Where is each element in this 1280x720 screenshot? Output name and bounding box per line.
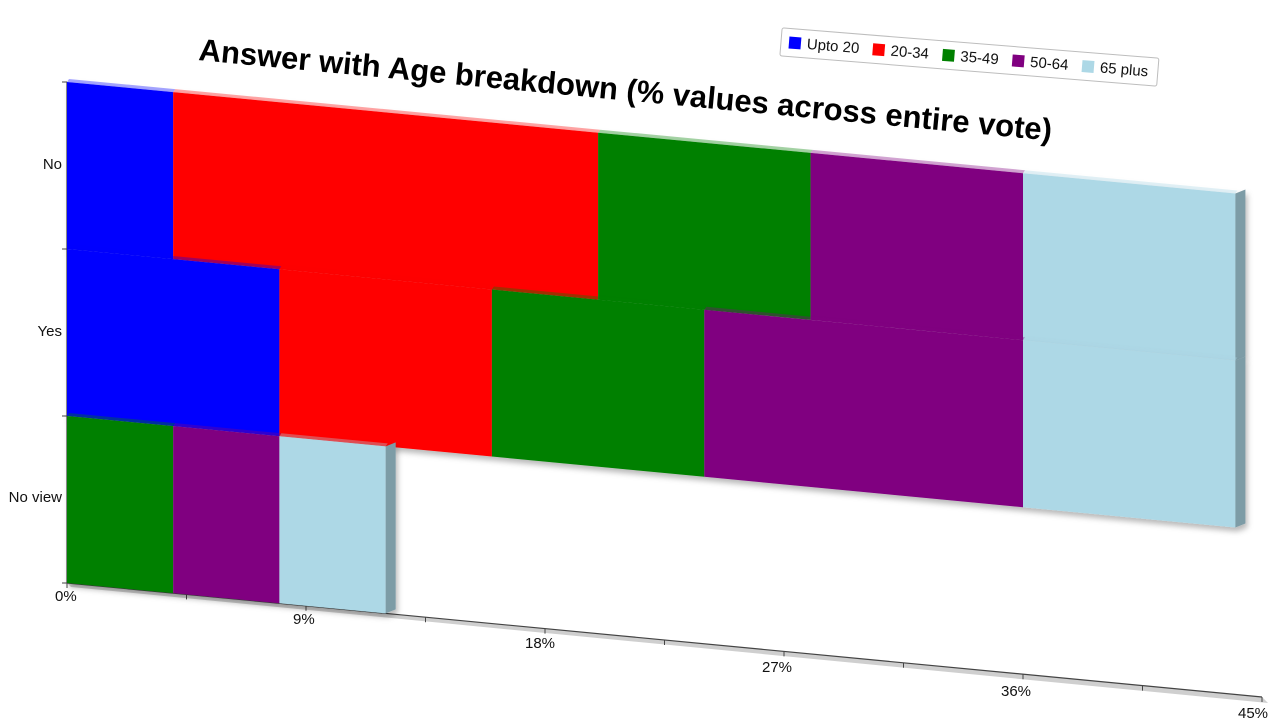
legend-swatch xyxy=(942,48,955,62)
x-axis-ticks xyxy=(66,583,1263,702)
bar-segment xyxy=(279,269,492,457)
bar-segment-top xyxy=(704,306,1025,341)
bar-segment-top xyxy=(1023,337,1238,361)
bar-segment-top xyxy=(173,89,601,133)
x-axis-tick-labels: 0% 9% 18% 27% 36% 45% xyxy=(55,588,1268,720)
bar-segment xyxy=(598,132,811,320)
bar-segment-top xyxy=(810,149,1025,174)
x-tick-label: 9% xyxy=(293,611,315,628)
legend-swatch xyxy=(872,43,886,57)
category-labels: No Yes No view xyxy=(9,156,63,506)
bar-segment-top xyxy=(173,423,282,437)
bar-segment xyxy=(173,426,280,604)
bar-segment-top xyxy=(67,413,176,427)
legend-swatch xyxy=(1081,60,1095,74)
bar-group xyxy=(67,413,396,614)
x-tick-label: 27% xyxy=(762,659,792,676)
bar-segment xyxy=(67,249,280,437)
bar-group xyxy=(67,79,1246,361)
bar-segment-top xyxy=(67,79,176,93)
bar-end-face xyxy=(1235,189,1246,361)
bar-segment-top xyxy=(67,246,282,270)
x-tick-label: 18% xyxy=(525,635,555,652)
x-tick-label: 45% xyxy=(1238,705,1268,720)
bar-segment xyxy=(810,152,1023,341)
bars-layer xyxy=(67,79,1246,614)
bar-end-face xyxy=(1235,356,1246,528)
legend-swatch xyxy=(1011,54,1025,68)
bar-segment-top xyxy=(598,129,813,153)
bar-segment xyxy=(491,289,705,477)
bar-segment-top xyxy=(279,266,494,290)
bar-end-face xyxy=(385,442,396,614)
category-label-no-view: No view xyxy=(9,489,63,506)
bar-segment-top xyxy=(1023,170,1238,194)
x-tick-label: 0% xyxy=(55,588,77,605)
legend-label: 35-49 xyxy=(960,48,1000,68)
bar-segment xyxy=(67,416,174,594)
legend-swatch xyxy=(788,36,802,50)
bar-segment xyxy=(704,309,1023,508)
bar-segment-top xyxy=(279,433,388,447)
y-axis-ticks xyxy=(62,81,67,584)
legend-label: Upto 20 xyxy=(806,36,860,57)
bar-segment xyxy=(1023,173,1236,361)
bar-segment-top xyxy=(491,286,707,310)
category-label-no: No xyxy=(43,156,62,173)
legend: Upto 20 20-34 35-49 50-64 65 plus xyxy=(779,27,1160,87)
legend-box xyxy=(779,27,1160,87)
bar-segment xyxy=(173,92,599,300)
legend-label: 20-34 xyxy=(890,43,930,63)
bar-segment xyxy=(67,82,174,260)
bar-segment xyxy=(279,436,386,614)
x-axis-floor xyxy=(67,583,1268,703)
legend-label: 65 plus xyxy=(1099,60,1149,81)
legend-label: 50-64 xyxy=(1029,54,1069,74)
bar-group xyxy=(67,246,1246,528)
bar-segment xyxy=(1023,340,1236,528)
category-label-yes: Yes xyxy=(38,323,62,340)
x-tick-label: 36% xyxy=(1001,683,1031,700)
